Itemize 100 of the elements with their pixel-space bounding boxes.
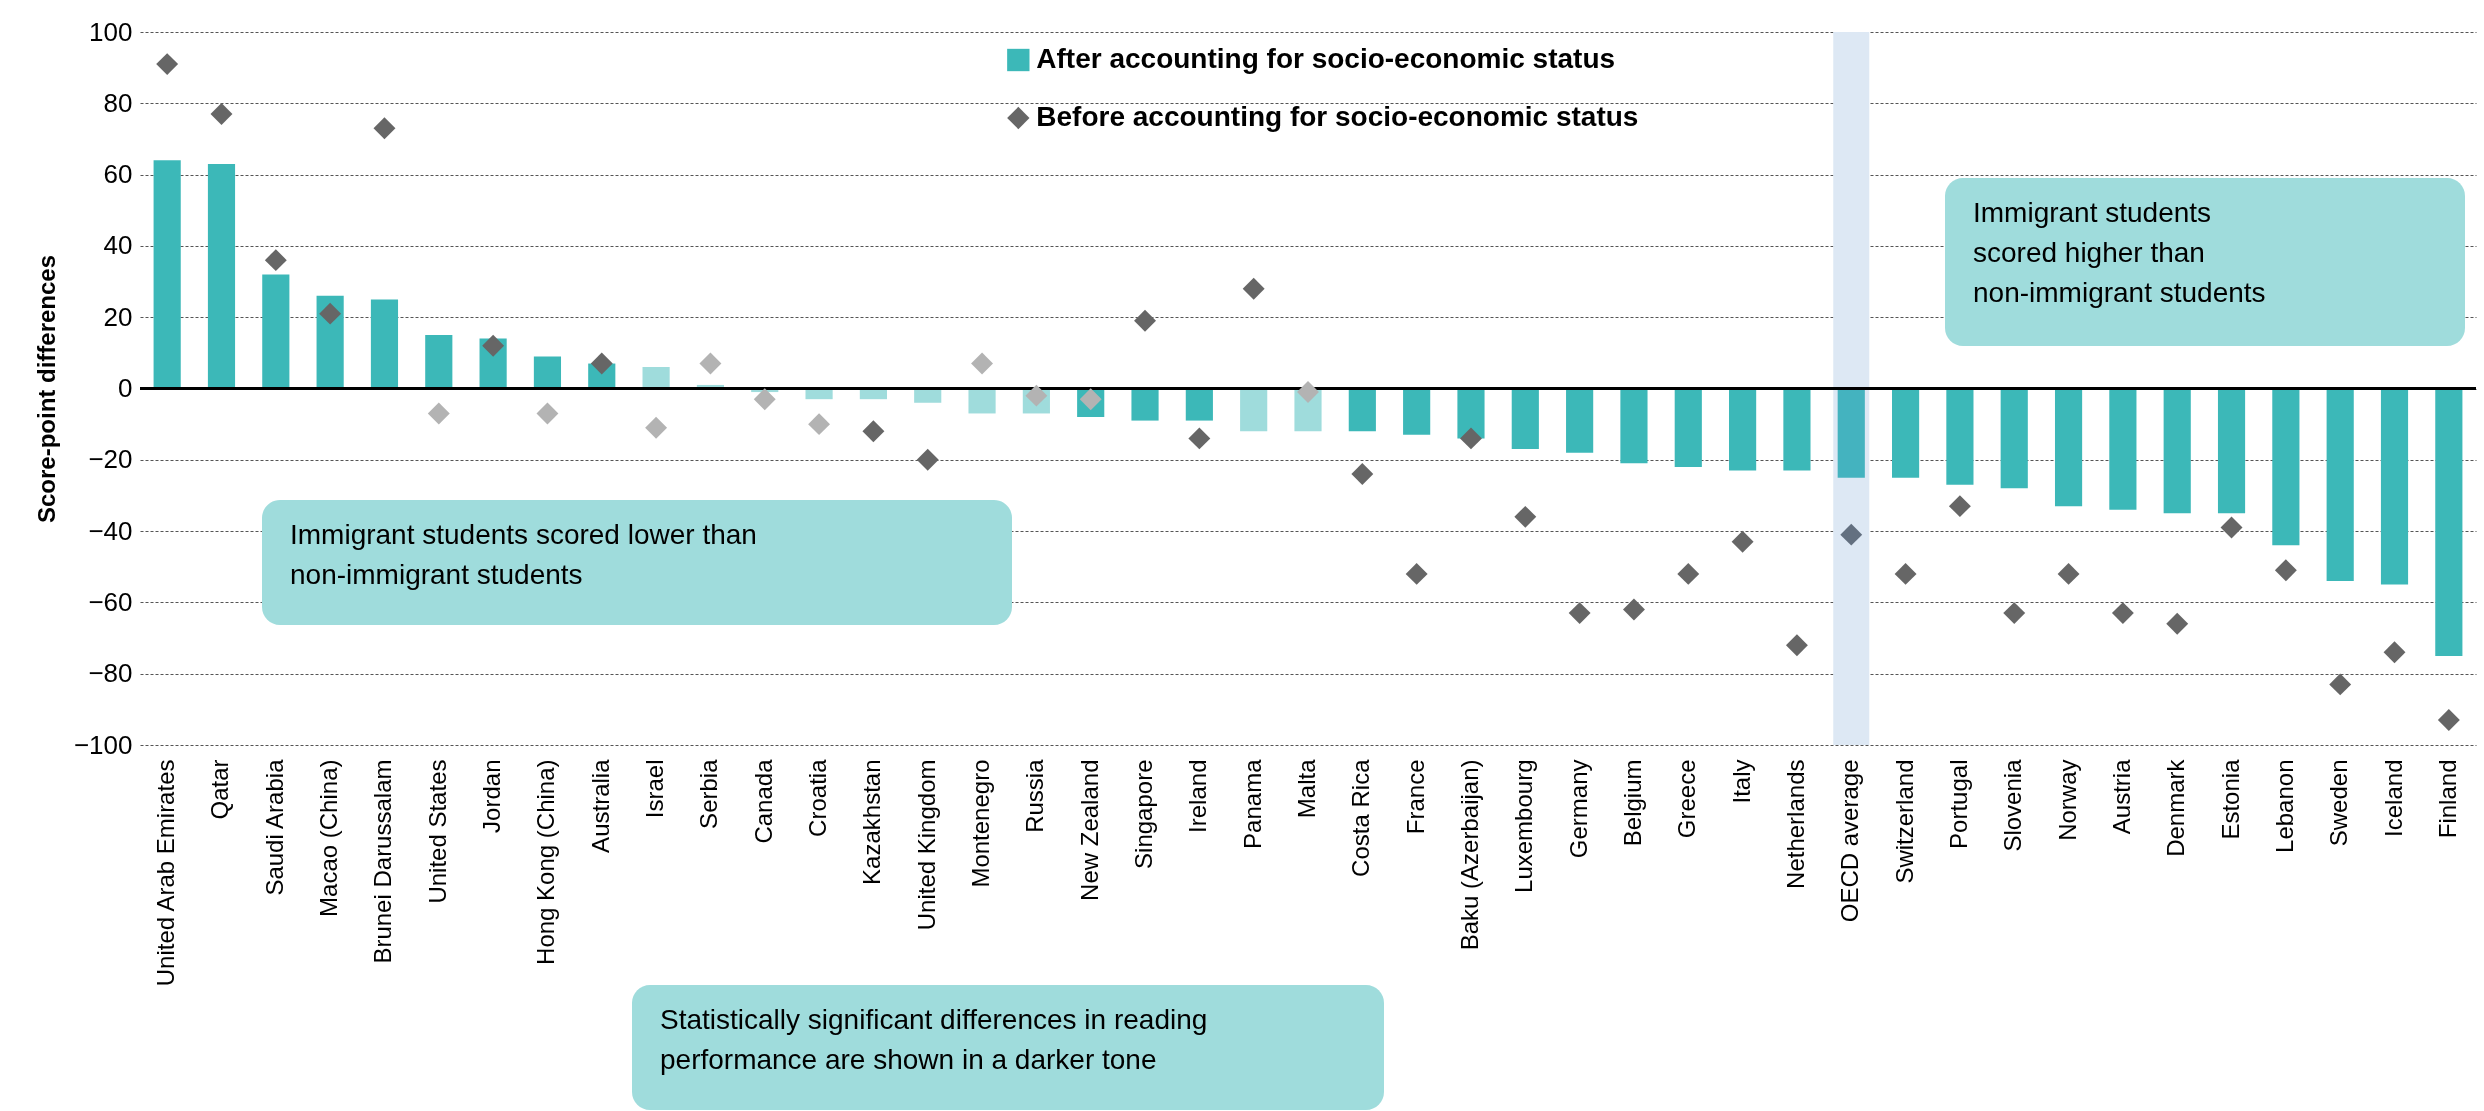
bar <box>1403 388 1431 435</box>
bar <box>1620 388 1648 464</box>
text: Statistically significant differences in reading performance are shown in a darker tone <box>660 1004 1208 1075</box>
x-tick-label: Belgium <box>1618 759 1646 847</box>
x-tick-label: Australia <box>586 758 614 853</box>
bar <box>425 335 453 389</box>
point <box>1405 562 1428 585</box>
bar <box>1674 388 1702 467</box>
annotation: Immigrant students scored higher than non-immigrant students <box>1973 197 2266 308</box>
y-tick-label: −100 <box>73 729 133 760</box>
point <box>1731 530 1754 553</box>
bar <box>2054 388 2083 507</box>
point <box>2274 559 2297 582</box>
x-tick-label: Portugal <box>1944 759 1972 849</box>
point <box>482 334 505 357</box>
bar <box>2109 388 2137 510</box>
point <box>971 352 993 375</box>
bar <box>1511 388 1539 450</box>
x-tick-label: Jordan <box>478 759 506 833</box>
y-tick-label: 100 <box>89 16 133 47</box>
bar <box>2000 388 2028 489</box>
bar <box>2217 388 2246 514</box>
y-tick-label: −20 <box>88 444 133 475</box>
bar <box>2435 388 2463 656</box>
point <box>1840 523 1863 546</box>
bar <box>1946 388 1974 485</box>
bar <box>262 274 290 389</box>
bar <box>968 388 996 414</box>
point <box>156 53 179 76</box>
point <box>1623 598 1645 621</box>
x-tick-label: Germany <box>1564 759 1592 859</box>
legend-label: Before accounting for socio-economic status <box>1036 101 1639 132</box>
point <box>536 402 559 425</box>
point <box>1460 427 1482 450</box>
point <box>1297 381 1319 404</box>
y-tick-label: −40 <box>88 515 133 546</box>
y-tick-label: 60 <box>103 159 133 190</box>
x-tick-label: Kazakhstan <box>858 759 886 885</box>
legend-label: After accounting for socio-economic status <box>1036 43 1616 74</box>
y-tick-label: 40 <box>103 230 133 261</box>
point <box>808 413 831 436</box>
bar <box>642 367 670 389</box>
bar <box>153 160 181 389</box>
point <box>2220 516 2243 539</box>
point <box>699 352 722 375</box>
x-tick-label: Qatar <box>206 759 234 820</box>
bar <box>1240 388 1268 432</box>
x-tick-label: Singapore <box>1130 759 1158 869</box>
x-tick-label: Finland <box>2433 759 2461 839</box>
x-tick-label: Israel <box>641 759 669 819</box>
x-tick-label: Malta <box>1293 758 1320 819</box>
point <box>916 448 939 471</box>
bar <box>1729 388 1757 471</box>
x-tick-label: Hong Kong (China) <box>532 759 560 965</box>
x-tick-label: Russia <box>1021 758 1049 833</box>
point <box>1134 309 1156 332</box>
bar <box>1185 388 1213 421</box>
point <box>1677 562 1700 585</box>
point <box>2166 612 2189 635</box>
point <box>1188 427 1211 450</box>
point <box>1351 463 1374 486</box>
x-tick-label: Norway <box>2053 759 2081 841</box>
x-tick-label: Luxembourg <box>1510 759 1538 893</box>
bar <box>370 299 399 389</box>
bar <box>1837 388 1865 478</box>
x-tick-label: Croatia <box>804 758 832 837</box>
point <box>2111 602 2134 625</box>
x-tick-label: Estonia <box>2216 758 2244 840</box>
x-tick-label: Slovenia <box>1999 758 2027 852</box>
x-tick-label: Sweden <box>2325 759 2353 847</box>
x-tick-label: Italy <box>1727 759 1755 804</box>
x-tick-label: OECD average <box>1836 759 1864 923</box>
bar <box>207 163 236 389</box>
x-tick-label: Greece <box>1673 759 1701 839</box>
y-tick-label: 80 <box>103 87 133 118</box>
point <box>862 420 885 443</box>
x-tick-label: Macao (China) <box>315 759 343 917</box>
point <box>1568 602 1591 625</box>
y-tick-label: −80 <box>88 658 133 689</box>
y-tick-label: −60 <box>88 586 133 617</box>
bar <box>1566 388 1594 453</box>
point <box>753 388 776 411</box>
x-tick-label: Serbia <box>695 758 723 829</box>
x-tick-label: Denmark <box>2162 758 2190 857</box>
bar <box>2326 388 2354 582</box>
x-tick-label: Baku (Azerbaijan) <box>1455 759 1483 951</box>
point <box>427 402 450 425</box>
point <box>2003 602 2026 625</box>
x-tick-label: Netherlands <box>1781 759 1809 889</box>
point <box>264 249 287 272</box>
x-tick-label: United States <box>423 759 451 904</box>
point <box>2329 673 2352 696</box>
x-tick-label: United Kingdom <box>912 759 940 931</box>
point <box>1894 562 1917 585</box>
x-tick-label: Brunei Darussalam <box>369 759 397 964</box>
point <box>373 117 396 140</box>
point <box>1514 505 1537 528</box>
point <box>2057 562 2080 585</box>
bar <box>1131 388 1159 421</box>
point <box>210 103 233 125</box>
